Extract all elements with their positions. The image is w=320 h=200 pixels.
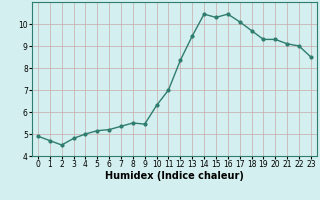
X-axis label: Humidex (Indice chaleur): Humidex (Indice chaleur) <box>105 171 244 181</box>
